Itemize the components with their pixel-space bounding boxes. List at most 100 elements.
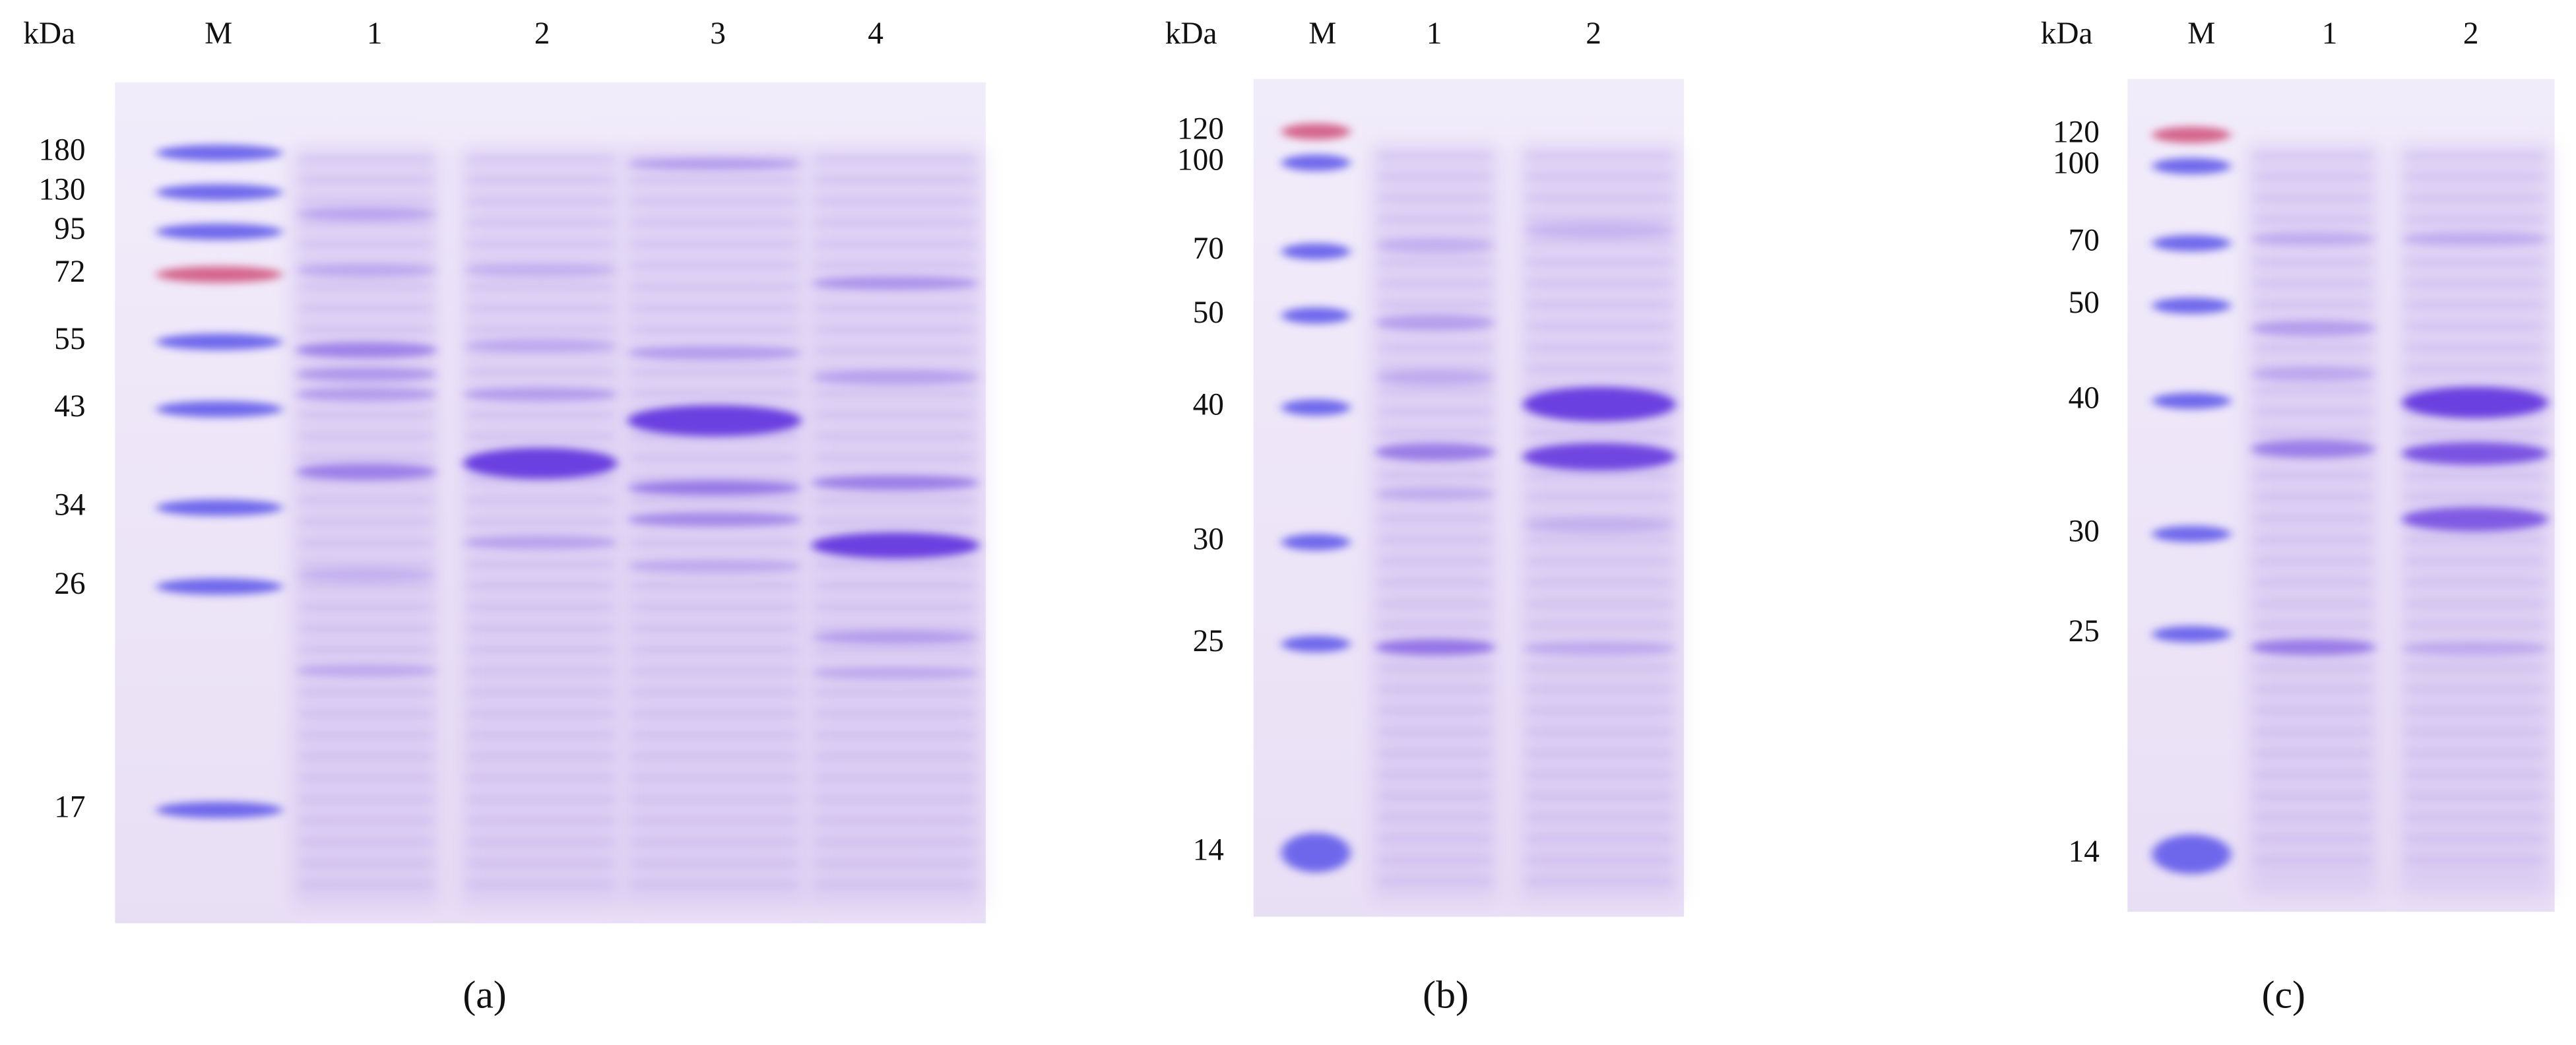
protein-band: [463, 387, 618, 402]
faint-band: [299, 241, 434, 247]
faint-band: [1526, 281, 1673, 286]
faint-band: [1526, 216, 1673, 222]
marker-label: 70: [2069, 224, 2100, 258]
faint-band: [1526, 558, 1673, 564]
faint-band: [814, 305, 976, 311]
marker-band: [2152, 525, 2232, 542]
marker-band: [2152, 835, 2232, 874]
protein-band: [811, 631, 979, 645]
protein-band: [463, 265, 618, 278]
protein-band: [628, 511, 802, 527]
faint-band: [1526, 302, 1673, 307]
faint-band: [299, 433, 434, 439]
protein-band: [811, 370, 979, 386]
faint-band: [814, 775, 976, 780]
lane-label: 2: [1586, 16, 1601, 51]
faint-band: [299, 754, 434, 759]
faint-band: [1526, 366, 1673, 371]
marker-band: [1281, 154, 1351, 172]
faint-band: [2254, 857, 2373, 863]
faint-band: [1526, 601, 1673, 606]
faint-band: [2405, 323, 2545, 329]
faint-band: [467, 818, 615, 823]
faint-band: [631, 647, 799, 652]
protein-band: [296, 342, 437, 359]
faint-band: [299, 711, 434, 716]
faint-band: [1526, 195, 1673, 201]
faint-band: [814, 732, 976, 738]
marker-label: 50: [2069, 286, 2100, 320]
faint-band: [814, 625, 976, 631]
faint-band: [1526, 537, 1673, 542]
faint-band: [814, 199, 976, 204]
faint-band: [1526, 345, 1673, 350]
faint-band: [1526, 793, 1673, 799]
faint-band: [814, 433, 976, 439]
faint-band: [2405, 751, 2545, 756]
faint-band: [1526, 879, 1673, 884]
faint-band: [2405, 302, 2545, 307]
marker-band: [2152, 235, 2232, 252]
lane-smear: [460, 148, 622, 907]
protein-band: [811, 276, 979, 290]
marker-band: [1281, 635, 1351, 652]
faint-band: [2254, 665, 2373, 671]
lane-label: 3: [710, 16, 726, 51]
faint-band: [631, 882, 799, 887]
protein-band: [628, 559, 802, 575]
faint-band: [2405, 857, 2545, 863]
faint-band: [814, 604, 976, 610]
faint-band: [814, 882, 976, 887]
faint-band: [1378, 622, 1492, 628]
faint-band: [1526, 815, 1673, 820]
faint-band: [299, 604, 434, 610]
marker-band: [1281, 307, 1351, 324]
protein-band: [811, 532, 979, 559]
faint-band: [299, 455, 434, 460]
marker-band: [156, 400, 283, 418]
faint-band: [467, 199, 615, 204]
lane-label: 1: [2322, 16, 2338, 51]
faint-band: [2254, 152, 2373, 158]
faint-band: [467, 412, 615, 418]
faint-band: [467, 583, 615, 588]
faint-band: [1526, 686, 1673, 692]
faint-band: [2405, 345, 2545, 350]
faint-band: [1378, 815, 1492, 820]
faint-band: [2254, 430, 2373, 436]
faint-band: [1378, 580, 1492, 585]
faint-band: [2405, 665, 2545, 671]
faint-band: [2254, 473, 2373, 478]
faint-band: [467, 561, 615, 567]
marker-label: 95: [54, 212, 85, 246]
faint-band: [2254, 216, 2373, 222]
marker-band: [156, 266, 283, 283]
faint-band: [631, 241, 799, 247]
faint-band: [1378, 729, 1492, 735]
faint-band: [1378, 751, 1492, 756]
faint-band: [814, 348, 976, 354]
faint-band: [1526, 857, 1673, 863]
faint-band: [631, 476, 799, 482]
faint-band: [2405, 772, 2545, 777]
faint-band: [1378, 152, 1492, 158]
faint-band: [2254, 516, 2373, 521]
faint-band: [467, 796, 615, 802]
faint-band: [299, 561, 434, 567]
protein-band: [1523, 641, 1676, 656]
faint-band: [814, 754, 976, 759]
faint-band: [1378, 174, 1492, 179]
faint-band: [299, 860, 434, 866]
faint-band: [814, 497, 976, 503]
faint-band: [299, 177, 434, 183]
protein-band: [811, 476, 979, 491]
marker-label: 14: [1193, 833, 1224, 867]
faint-band: [631, 711, 799, 716]
unit-label: kDa: [1165, 16, 1217, 51]
faint-band: [2254, 537, 2373, 542]
faint-band: [1526, 772, 1673, 777]
faint-band: [631, 369, 799, 375]
marker-label: 120: [1177, 111, 1224, 146]
faint-band: [467, 882, 615, 887]
